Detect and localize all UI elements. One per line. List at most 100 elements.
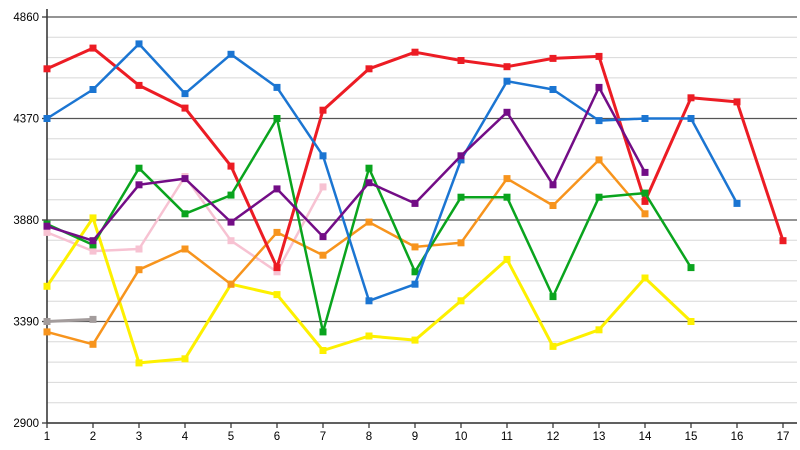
series-marker-red — [733, 98, 741, 106]
series-marker-pink — [319, 183, 327, 191]
y-tick-label: 4860 — [13, 12, 39, 24]
series-marker-orange — [135, 266, 143, 274]
x-tick-label: 11 — [501, 431, 513, 443]
x-tick-label: 7 — [320, 431, 326, 443]
series-marker-yellow — [365, 332, 373, 340]
series-marker-blue — [549, 86, 557, 93]
series-marker-orange — [43, 328, 51, 336]
series-marker-blue — [687, 115, 695, 122]
series-marker-green — [457, 193, 465, 201]
series-marker-purple — [43, 222, 51, 230]
series-line-red — [45, 46, 785, 270]
series-marker-purple — [457, 152, 465, 160]
series-marker-green — [549, 293, 557, 301]
series-line-purple — [45, 86, 647, 242]
series-marker-red — [365, 65, 373, 73]
series-marker-red — [273, 264, 281, 272]
series-marker-red — [227, 162, 235, 170]
series-marker-yellow — [89, 214, 97, 222]
series-marker-yellow — [595, 326, 603, 334]
series-marker-blue — [457, 156, 465, 164]
x-tick-label: 3 — [136, 431, 142, 443]
series-marker-gray — [89, 315, 97, 323]
series-marker-blue — [595, 117, 603, 125]
series-marker-blue — [135, 40, 143, 48]
series-marker-purple — [181, 175, 189, 183]
x-tick-label: 13 — [593, 431, 606, 443]
series-marker-yellow — [411, 336, 419, 344]
series-marker-yellow — [641, 274, 649, 282]
x-tick-label: 5 — [228, 431, 234, 443]
series-marker-orange — [273, 228, 281, 236]
series-marker-purple — [135, 181, 143, 189]
series-marker-orange — [89, 340, 97, 348]
series-marker-purple — [641, 168, 649, 176]
series-marker-orange — [549, 202, 557, 209]
series-marker-green — [181, 210, 189, 218]
series-marker-red — [503, 63, 511, 71]
series-line-orange — [45, 158, 647, 346]
series-marker-blue — [411, 280, 419, 288]
series-line-blue — [45, 42, 739, 303]
series-marker-blue — [503, 77, 511, 85]
series-marker-yellow — [43, 282, 51, 290]
series-marker-pink — [89, 247, 97, 255]
series-marker-yellow — [549, 342, 557, 350]
x-tick-label: 8 — [366, 431, 372, 443]
series-marker-blue — [641, 115, 649, 122]
series-marker-purple — [595, 83, 603, 91]
series-marker-orange — [411, 243, 419, 251]
series-marker-green — [135, 164, 143, 172]
x-tick-label: 6 — [274, 431, 280, 443]
x-tick-label: 14 — [639, 431, 652, 443]
series-marker-red — [641, 197, 649, 205]
x-tick-label: 16 — [731, 431, 744, 443]
series-marker-red — [595, 52, 603, 60]
series-marker-orange — [595, 156, 603, 164]
series-marker-green — [411, 268, 419, 276]
series-marker-red — [43, 65, 51, 73]
series-marker-green — [503, 193, 511, 201]
series-marker-red — [687, 94, 695, 102]
x-tick-label: 17 — [777, 431, 790, 443]
series-marker-orange — [641, 210, 649, 218]
y-tick-label: 4370 — [13, 114, 39, 126]
series-marker-yellow — [503, 255, 511, 263]
series-marker-yellow — [457, 297, 465, 305]
x-tick-label: 10 — [455, 431, 468, 443]
series-marker-purple — [89, 237, 97, 245]
series-marker-blue — [273, 83, 281, 91]
series-marker-orange — [319, 251, 327, 259]
series-marker-pink — [43, 228, 51, 236]
series-marker-pink — [273, 268, 281, 276]
series-marker-purple — [365, 179, 373, 187]
series-marker-purple — [273, 185, 281, 193]
series-marker-red — [181, 104, 189, 112]
series-marker-green — [273, 115, 281, 122]
series-marker-orange — [365, 218, 373, 226]
series-marker-red — [319, 106, 327, 114]
y-tick-label: 3390 — [13, 317, 39, 329]
series-marker-orange — [227, 280, 235, 288]
series-marker-purple — [503, 108, 511, 116]
series-marker-green — [641, 189, 649, 197]
series-marker-yellow — [687, 318, 695, 325]
series-marker-red — [411, 48, 419, 56]
y-tick-label: 2900 — [13, 418, 39, 430]
series-marker-red — [89, 44, 97, 52]
series-marker-red — [549, 54, 557, 62]
series-marker-pink — [227, 237, 235, 245]
x-tick-label: 2 — [90, 431, 96, 443]
series-marker-purple — [411, 199, 419, 207]
series-marker-green — [227, 191, 235, 199]
series-marker-red — [779, 237, 787, 245]
series-marker-purple — [319, 233, 327, 241]
series-marker-blue — [733, 199, 741, 207]
series-marker-pink — [135, 245, 143, 253]
series-marker-green — [89, 241, 97, 249]
x-tick-label: 12 — [547, 431, 560, 443]
series-marker-green — [595, 193, 603, 201]
series-marker-orange — [457, 239, 465, 247]
